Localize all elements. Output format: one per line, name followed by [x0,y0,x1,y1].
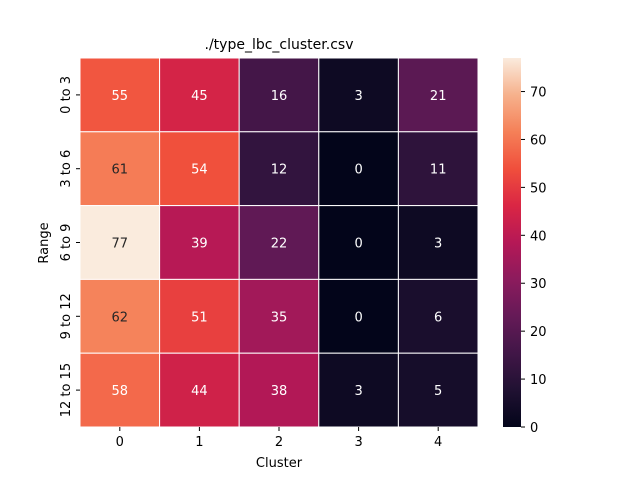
colorbar-tick-label: 50 [530,181,547,196]
heatmap-cell [397,57,479,133]
y-tick-label: 9 to 12 [59,293,74,339]
cell-value-label: 61 [112,163,129,178]
x-tick-label: 1 [195,435,203,450]
heatmap-cell [159,57,240,133]
cell-value-label: 11 [430,163,447,178]
cell-value-label: 0 [354,310,362,325]
heatmap-cell [79,352,161,428]
x-axis: 0 1 2 3 4 [116,427,442,450]
cell-value-label: 12 [271,163,288,178]
heatmap-cell [159,278,240,354]
heatmap-cell [397,205,479,280]
y-tick-label: 6 to 9 [59,224,74,262]
colorbar-gradient [503,58,521,427]
cell-value-label: 45 [191,89,208,104]
cell-value-label: 0 [354,163,362,178]
heatmap-cell [79,131,161,207]
heatmap-cell [397,278,479,354]
heatmap-cell [238,352,320,428]
y-tick-label: 3 to 6 [59,150,74,188]
heatmap-cell [318,278,399,354]
heatmap-cell [397,352,479,428]
y-tick-label: 0 to 3 [59,76,74,114]
heatmap-cell [318,205,399,280]
cell-value-label: 5 [434,384,442,399]
cell-value-label: 3 [354,384,362,399]
cell-value-label: 21 [430,89,447,104]
chart-title: ./type_lbc_cluster.csv [205,37,354,53]
cell-value-label: 6 [434,310,442,325]
cell-value-label: 39 [191,237,208,252]
cell-value-label: 62 [112,310,129,325]
y-axis: 0 to 3 3 to 6 6 to 9 9 to 12 12 to 15 [59,76,80,417]
colorbar-tick-label: 0 [530,421,538,436]
heatmap-cell [238,278,320,354]
heatmap-cell [159,352,240,428]
cell-value-label: 51 [191,310,208,325]
colorbar-tick-label: 60 [530,133,547,148]
heatmap-cell [238,131,320,207]
cell-value-label: 58 [112,384,129,399]
cell-value-label: 55 [112,89,129,104]
colorbar-tick-label: 20 [530,325,547,340]
x-tick-label: 2 [275,435,283,450]
colorbar-tick-label: 10 [530,373,547,388]
heatmap-cell [238,57,320,133]
cell-value-label: 16 [271,89,288,104]
x-tick-label: 0 [116,435,124,450]
cell-value-label: 38 [271,384,288,399]
cell-value-label: 35 [271,310,288,325]
cell-value-label: 22 [271,237,288,252]
cell-value-label: 3 [354,89,362,104]
cell-value-label: 3 [434,237,442,252]
heatmap-cell [79,57,161,133]
heatmap-cell [397,131,479,207]
colorbar-tick-label: 70 [530,86,547,101]
y-tick-label: 12 to 15 [59,363,74,417]
colorbar-tick-label: 40 [530,229,547,244]
heatmap-cell [318,57,399,133]
cell-value-label: 77 [112,237,129,252]
colorbar: 0 10 20 30 40 50 60 70 [503,58,547,436]
cell-value-label: 0 [354,237,362,252]
cell-value-label: 54 [191,163,208,178]
cell-value-label: 44 [191,384,208,399]
colorbar-tick-label: 30 [530,277,547,292]
x-tick-label: 4 [434,435,442,450]
x-axis-label: Cluster [256,456,303,471]
heatmap-cell [238,205,320,280]
heatmap-cell [159,205,240,280]
x-tick-label: 3 [354,435,362,450]
y-axis-label: Range [37,222,52,263]
